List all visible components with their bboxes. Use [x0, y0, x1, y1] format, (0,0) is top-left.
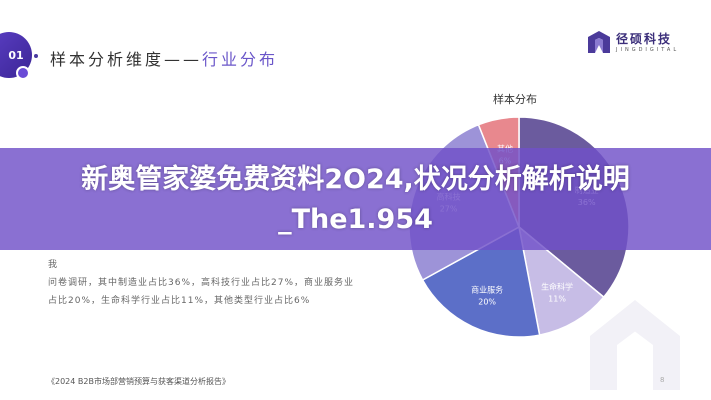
- overlay-banner: [0, 148, 711, 250]
- company-logo: 径硕科技 JINGDIGITAL: [588, 30, 679, 53]
- badge-decoration: [16, 66, 30, 80]
- banner-line-2: _The1.954: [278, 204, 433, 235]
- body-line: 问卷调研，其中制造业占比36%，高科技行业占比27%，商业服务业: [48, 278, 355, 288]
- pie-slice: [517, 225, 605, 336]
- slice-label: 生命科学: [541, 281, 573, 291]
- body-paragraph: 我 问卷调研，其中制造业占比36%，高科技行业占比27%，商业服务业 占比20%…: [48, 256, 354, 310]
- page-title: 样本分析维度——行业分布: [50, 46, 278, 70]
- logo-sub: JINGDIGITAL: [616, 47, 680, 53]
- title-bullet: [34, 54, 38, 58]
- logo-name: 径硕科技: [616, 32, 673, 46]
- slice-value: 20%: [478, 298, 496, 307]
- slice-value: 11%: [548, 294, 566, 303]
- page-number: 8: [660, 376, 665, 384]
- title-main: 样本分析维度——: [50, 50, 203, 69]
- title-highlight: 行业分布: [202, 50, 279, 69]
- body-line: 我: [48, 260, 59, 270]
- source-footer: 《2024 B2B市场部营销预算与获客渠道分析报告》: [47, 377, 230, 386]
- pie-slice: [421, 225, 541, 338]
- body-line: 占比20%，生命科学行业占比11%，其他类型行业占比6%: [48, 296, 311, 306]
- logo-icon: [588, 30, 610, 53]
- chart-title: 样本分布: [493, 93, 537, 106]
- banner-title: 新奥管家婆免费资料2O24,状况分析解析说明 _The1.954: [0, 160, 711, 240]
- slice-label: 商业服务: [471, 285, 503, 295]
- banner-line-1: 新奥管家婆免费资料2O24,状况分析解析说明: [81, 164, 630, 195]
